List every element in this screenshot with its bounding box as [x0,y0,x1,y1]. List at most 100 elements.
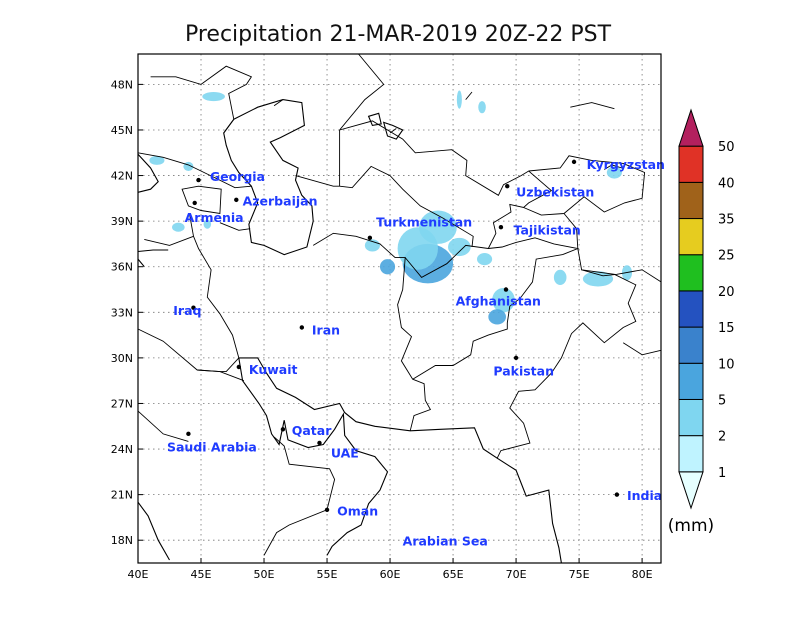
place-marker [498,225,504,230]
country-border [622,342,662,356]
x-tick-label: 60E [380,568,401,581]
country-border [137,249,169,252]
x-tick-label: 70E [506,568,527,581]
precip-area [172,222,185,232]
colorbar-label: 15 [718,321,735,336]
coastline [137,501,170,561]
x-axis-ticks: 40E 45E 50E 55E 60E 65E 70E 75E 80E [128,558,653,581]
country-border [263,436,336,556]
country-border [144,235,194,246]
colorbar-segment [678,435,704,473]
precip-area [477,253,493,266]
place-label: Iraq [173,303,201,318]
lake-shore [389,128,397,134]
colorbar-label: 1 [718,466,726,481]
place-marker [503,287,509,292]
colorbar-segment [678,218,704,256]
y-tick-label: 39N [111,215,133,228]
precip-area [149,155,165,165]
precip-area [492,287,515,313]
place-marker [234,197,239,203]
precip-area [488,309,506,325]
colorbar-label: 35 [718,213,735,228]
y-tick-label: 21N [111,489,133,502]
country-border [137,152,252,189]
place-label: Azerbaijan [243,193,318,208]
place-label: Kuwait [249,362,298,377]
colorbar-unit: (mm) [668,516,714,536]
place-label: Kyrgyzstan [587,157,665,172]
place-marker [280,427,286,432]
place-marker [614,492,620,497]
country-border [339,120,553,249]
coastline [137,153,159,193]
map-frame [137,53,662,564]
x-tick-label: 65E [443,568,464,581]
y-tick-label: 30N [111,352,133,365]
place-label: Turkmenistan [376,215,472,230]
colorbar-lower-triangle [678,471,704,510]
colorbar-segment [678,326,704,364]
place-marker [513,355,519,361]
colorbar-upper-triangle [678,108,704,147]
place-marker [196,177,201,183]
colorbar-label: 40 [718,176,735,191]
place-label: UAE [331,446,359,461]
colorbar-label: 20 [718,285,735,300]
colorbar-segment [678,145,704,183]
place-marker [505,183,510,189]
coastline [382,121,404,140]
colorbar-label: 10 [718,357,735,372]
country-border [197,369,245,382]
precip-area [478,101,486,114]
colorbar-segment [678,398,704,437]
x-tick-label: 80E [632,568,653,581]
precip-area [456,90,462,109]
x-tick-label: 45E [191,568,212,581]
country-border [273,99,284,107]
place-label: Armenia [185,210,244,225]
place-marker [324,507,330,513]
country-border [295,165,474,248]
place-marker [299,325,305,330]
y-tick-label: 48N [111,78,133,91]
colorbar-segment [678,290,704,328]
place-label: Arabian Sea [403,534,488,549]
country-border [404,237,580,380]
place-marker [236,364,242,370]
place-label: Iran [312,323,340,338]
y-tick-label: 42N [111,170,133,183]
x-tick-label: 55E [317,568,338,581]
y-tick-label: 27N [111,397,133,410]
precip-area [553,269,567,285]
place-label: Qatar [292,423,332,438]
place-marker [367,235,373,241]
x-tick-label: 40E [128,568,149,581]
country-border [181,185,222,215]
y-axis-ticks: 18N 21N 24N 27N 30N 33N 36N 39N 42N 45N 48N [111,78,143,547]
country-border [137,410,189,442]
country-border [339,53,385,131]
country-border [137,328,240,373]
chart-title: Precipitation 21-MAR-2019 20Z-22 PST [185,22,612,47]
place-label: Oman [337,503,378,518]
place-marker [192,200,197,206]
colorbar-label: 50 [718,140,735,155]
place-labels: Georgia Armenia Azerbaijan Turkmenistan Uzbe… [167,157,665,549]
place-label: Georgia [210,169,265,184]
lake-shore [604,164,623,170]
precip-area [203,219,212,229]
coastline [238,357,389,556]
precip-area [379,259,396,275]
country-border [563,213,579,249]
precip-area [448,237,471,257]
place-label: India [627,488,662,503]
y-tick-label: 24N [111,443,133,456]
coastline [137,258,145,268]
coastline [367,112,382,127]
precip-area [419,210,457,244]
place-label: Uzbekistan [516,184,594,199]
country-border [150,65,253,134]
